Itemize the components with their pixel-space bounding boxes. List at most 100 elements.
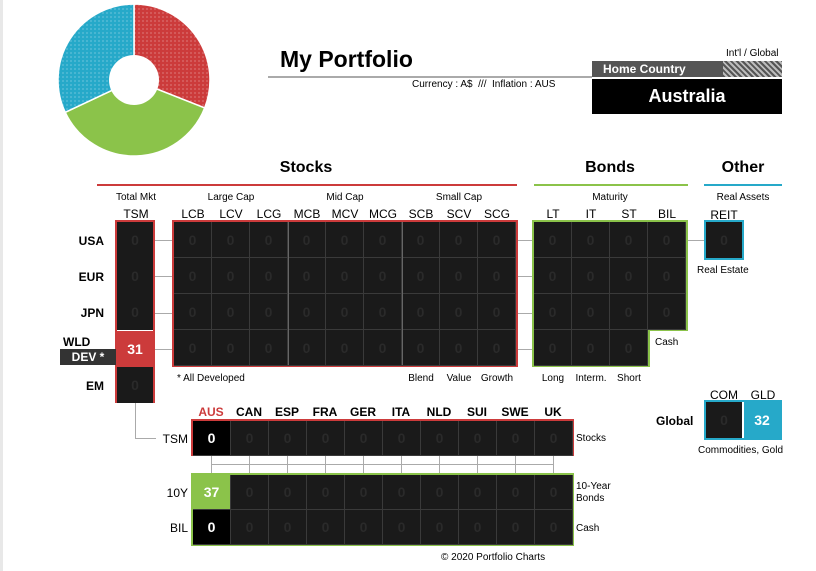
stock-cell[interactable]: 0 <box>250 258 288 294</box>
country-cell-uk[interactable]: 0 <box>535 475 573 510</box>
stock-cell[interactable]: 0 <box>478 222 516 258</box>
country-header-esp[interactable]: ESP <box>274 405 299 419</box>
stock-cell[interactable]: 0 <box>212 222 250 258</box>
bond-cell[interactable]: 0 <box>572 258 610 294</box>
stock-cell[interactable]: 0 <box>364 294 402 330</box>
stock-cell[interactable]: 0 <box>440 294 478 330</box>
country-cell-nld[interactable]: 0 <box>421 421 459 456</box>
stock-cell[interactable]: 0 <box>250 294 288 330</box>
stock-cell[interactable]: 0 <box>440 330 478 366</box>
stock-cell[interactable]: 0 <box>478 294 516 330</box>
stock-cell[interactable]: 0 <box>402 294 440 330</box>
bond-cell[interactable]: 0 <box>610 294 648 330</box>
country-cell-ita[interactable]: 0 <box>383 510 421 545</box>
country-cell-esp[interactable]: 0 <box>269 421 307 456</box>
country-cell-ita[interactable]: 0 <box>383 421 421 456</box>
bond-cell[interactable]: 0 <box>534 222 572 258</box>
country-cell-swe[interactable]: 0 <box>497 510 535 545</box>
stock-cell[interactable]: 0 <box>288 222 326 258</box>
stock-cell[interactable]: 0 <box>250 222 288 258</box>
dev-tab[interactable]: DEV * <box>60 349 116 365</box>
country-cell-fra[interactable]: 0 <box>307 475 345 510</box>
home-country-tab[interactable]: Home Country <box>592 61 723 77</box>
stock-cell[interactable]: 0 <box>440 258 478 294</box>
stock-cell[interactable]: 0 <box>212 258 250 294</box>
country-cell-ger[interactable]: 0 <box>345 475 383 510</box>
country-cell-swe[interactable]: 0 <box>497 421 535 456</box>
bond-cell[interactable]: 0 <box>572 330 610 366</box>
country-cell-sui[interactable]: 0 <box>459 475 497 510</box>
stock-cell[interactable]: 0 <box>326 258 364 294</box>
country-cell-ger[interactable]: 0 <box>345 510 383 545</box>
stock-cell[interactable]: 0 <box>478 258 516 294</box>
country-selector[interactable]: Australia <box>592 79 782 114</box>
bond-cell[interactable]: 0 <box>610 222 648 258</box>
stock-cell[interactable]: 0 <box>174 294 212 330</box>
stock-cell[interactable]: 0 <box>364 330 402 366</box>
country-header-sui[interactable]: SUI <box>466 405 487 419</box>
country-cell-sui[interactable]: 0 <box>459 510 497 545</box>
country-cell-swe[interactable]: 0 <box>497 475 535 510</box>
stock-cell[interactable]: 0 <box>174 330 212 366</box>
bond-cell[interactable]: 0 <box>648 222 686 258</box>
tsm-cell-wld[interactable]: 31 <box>117 330 153 367</box>
stock-cell[interactable]: 0 <box>326 330 364 366</box>
country-cell-uk[interactable]: 0 <box>535 510 573 545</box>
stock-cell[interactable]: 0 <box>212 294 250 330</box>
stock-cell[interactable]: 0 <box>174 258 212 294</box>
country-cell-aus[interactable]: 37 <box>193 475 231 510</box>
country-cell-can[interactable]: 0 <box>231 510 269 545</box>
stock-cell[interactable]: 0 <box>212 330 250 366</box>
intl-global-toggle[interactable] <box>723 61 782 77</box>
country-header-fra[interactable]: FRA <box>312 405 338 419</box>
country-cell-can[interactable]: 0 <box>231 421 269 456</box>
bond-cell[interactable]: 0 <box>610 330 648 366</box>
country-cell-sui[interactable]: 0 <box>459 421 497 456</box>
country-header-ger[interactable]: GER <box>349 405 376 419</box>
bond-cell[interactable]: 0 <box>534 258 572 294</box>
stock-cell[interactable]: 0 <box>402 258 440 294</box>
bond-cell[interactable]: 0 <box>534 330 572 366</box>
stock-cell[interactable]: 0 <box>364 258 402 294</box>
reit-cell[interactable]: 0 <box>706 222 742 258</box>
tsm-cell-eur[interactable]: 0 <box>117 258 153 295</box>
country-cell-ita[interactable]: 0 <box>383 475 421 510</box>
country-header-swe[interactable]: SWE <box>501 405 529 419</box>
bond-cell[interactable]: 0 <box>610 258 648 294</box>
gld-cell[interactable]: 32 <box>744 402 780 438</box>
country-cell-ger[interactable]: 0 <box>345 421 383 456</box>
country-header-uk[interactable]: UK <box>544 405 562 419</box>
country-cell-esp[interactable]: 0 <box>269 510 307 545</box>
bond-cell[interactable]: 0 <box>572 294 610 330</box>
country-cell-nld[interactable]: 0 <box>421 475 459 510</box>
tsm-cell-usa[interactable]: 0 <box>117 222 153 258</box>
com-cell[interactable]: 0 <box>706 402 742 438</box>
country-header-nld[interactable]: NLD <box>426 405 452 419</box>
country-header-aus[interactable]: AUS <box>198 405 224 419</box>
country-cell-aus[interactable]: 0 <box>193 421 231 456</box>
tsm-cell-em[interactable]: 0 <box>117 366 153 403</box>
country-cell-fra[interactable]: 0 <box>307 510 345 545</box>
country-cell-fra[interactable]: 0 <box>307 421 345 456</box>
stock-cell[interactable]: 0 <box>174 222 212 258</box>
stock-cell[interactable]: 0 <box>364 222 402 258</box>
country-cell-can[interactable]: 0 <box>231 475 269 510</box>
country-header-ita[interactable]: ITA <box>391 405 411 419</box>
stock-cell[interactable]: 0 <box>288 330 326 366</box>
country-cell-uk[interactable]: 0 <box>535 421 573 456</box>
country-cell-aus[interactable]: 0 <box>193 510 231 545</box>
country-header-can[interactable]: CAN <box>236 405 262 419</box>
stock-cell[interactable]: 0 <box>478 330 516 366</box>
tsm-cell-jpn[interactable]: 0 <box>117 294 153 331</box>
bond-cell[interactable]: 0 <box>534 294 572 330</box>
stock-cell[interactable]: 0 <box>250 330 288 366</box>
country-cell-esp[interactable]: 0 <box>269 475 307 510</box>
stock-cell[interactable]: 0 <box>440 222 478 258</box>
stock-cell[interactable]: 0 <box>288 258 326 294</box>
stock-cell[interactable]: 0 <box>326 294 364 330</box>
stock-cell[interactable]: 0 <box>326 222 364 258</box>
bond-cell[interactable]: 0 <box>572 222 610 258</box>
stock-cell[interactable]: 0 <box>402 330 440 366</box>
stock-cell[interactable]: 0 <box>402 222 440 258</box>
stock-cell[interactable]: 0 <box>288 294 326 330</box>
